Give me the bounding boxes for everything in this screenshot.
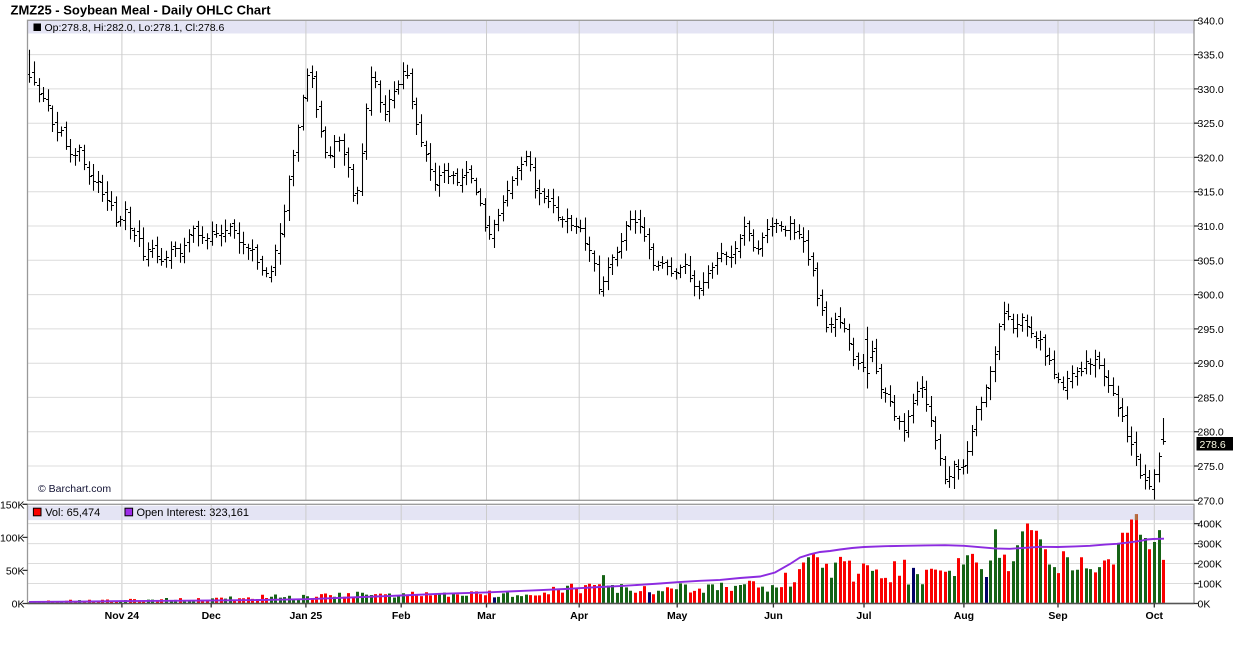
svg-text:Mar: Mar [477,610,496,622]
svg-text:May: May [667,610,688,622]
svg-text:0K: 0K [12,599,25,611]
svg-text:Aug: Aug [954,610,974,622]
svg-text:335.0: 335.0 [1198,50,1224,62]
svg-text:300K: 300K [1198,539,1223,551]
svg-text:295.0: 295.0 [1198,324,1224,336]
svg-text:315.0: 315.0 [1198,187,1224,199]
svg-text:Jun: Jun [764,610,783,622]
svg-text:275.0: 275.0 [1198,461,1224,473]
svg-text:320.0: 320.0 [1198,152,1224,164]
svg-text:285.0: 285.0 [1198,392,1224,404]
svg-text:200K: 200K [1198,559,1223,571]
svg-text:© Barchart.com: © Barchart.com [38,483,111,495]
svg-text:340.0: 340.0 [1198,15,1224,27]
svg-text:290.0: 290.0 [1198,358,1224,370]
svg-text:100K: 100K [1198,579,1223,591]
svg-text:Jan 25: Jan 25 [290,610,323,622]
svg-text:Feb: Feb [392,610,411,622]
svg-text:270.0: 270.0 [1198,495,1224,507]
svg-text:330.0: 330.0 [1198,84,1224,96]
svg-text:50K: 50K [6,565,25,577]
svg-text:Jul: Jul [856,610,871,622]
svg-text:300.0: 300.0 [1198,290,1224,302]
svg-text:280.0: 280.0 [1198,427,1224,439]
svg-text:310.0: 310.0 [1198,221,1224,233]
svg-text:305.0: 305.0 [1198,255,1224,267]
svg-text:150K: 150K [0,499,25,511]
svg-text:400K: 400K [1198,519,1223,531]
svg-text:0K: 0K [1198,599,1211,611]
svg-text:Dec: Dec [202,610,221,622]
svg-text:278.6: 278.6 [1200,439,1226,451]
svg-text:ZMZ25 - Soybean Meal - Daily O: ZMZ25 - Soybean Meal - Daily OHLC Chart [11,2,272,17]
svg-text:100K: 100K [0,532,25,544]
svg-text:325.0: 325.0 [1198,118,1224,130]
svg-text:Apr: Apr [570,610,588,622]
svg-text:Open Interest: 323,161: Open Interest: 323,161 [137,507,250,519]
svg-text:Sep: Sep [1048,610,1067,622]
svg-text:Oct: Oct [1146,610,1164,622]
svg-text:Nov 24: Nov 24 [105,610,140,622]
svg-text:Vol: 65,474: Vol: 65,474 [45,507,100,519]
svg-text:Op:278.8, Hi:282.0, Lo:278.1,: Op:278.8, Hi:282.0, Lo:278.1, Cl:278.6 [45,22,225,34]
